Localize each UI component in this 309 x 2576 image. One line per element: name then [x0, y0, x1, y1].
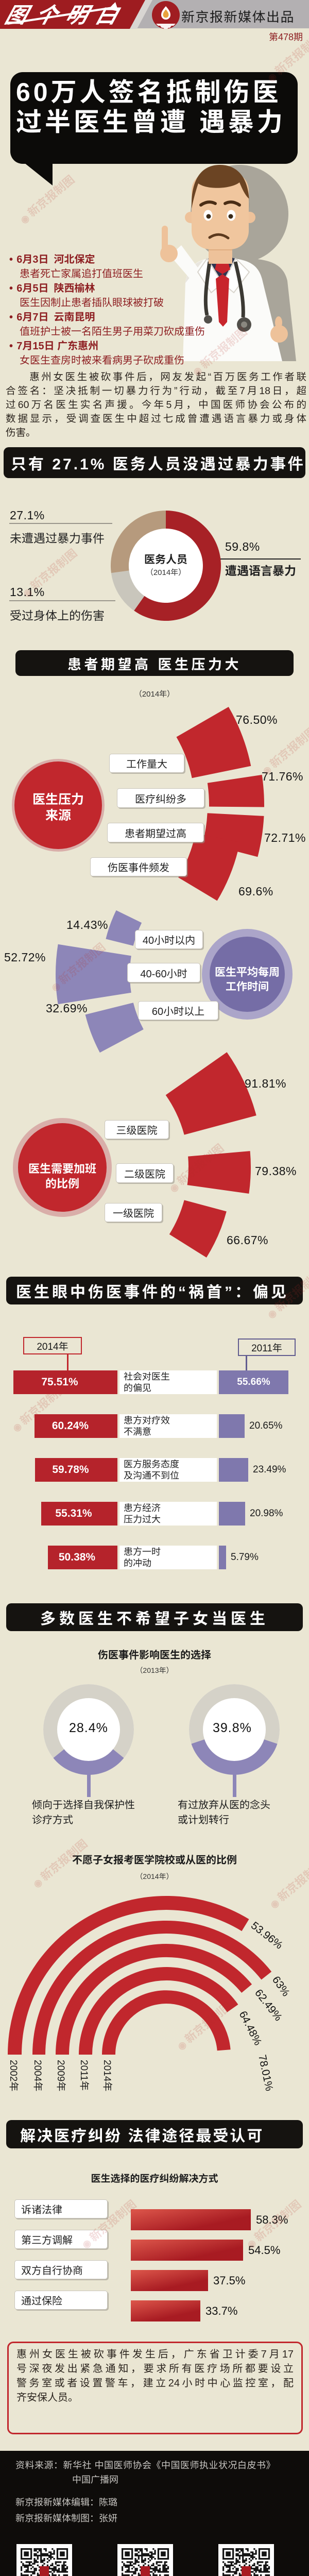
svg-text:53.96%: 53.96% [249, 1920, 285, 1952]
svg-text:2009年: 2009年 [55, 2060, 66, 2091]
svg-text:63%: 63% [270, 1974, 292, 1999]
svg-text:2004年: 2004年 [32, 2060, 43, 2091]
svg-text:2011年: 2011年 [78, 2060, 90, 2091]
svg-text:64.48%: 64.48% [237, 2009, 264, 2047]
svg-text:2014年: 2014年 [101, 2060, 113, 2091]
svg-text:78.01%: 78.01% [256, 2054, 275, 2092]
svg-text:2002年: 2002年 [8, 2060, 19, 2091]
